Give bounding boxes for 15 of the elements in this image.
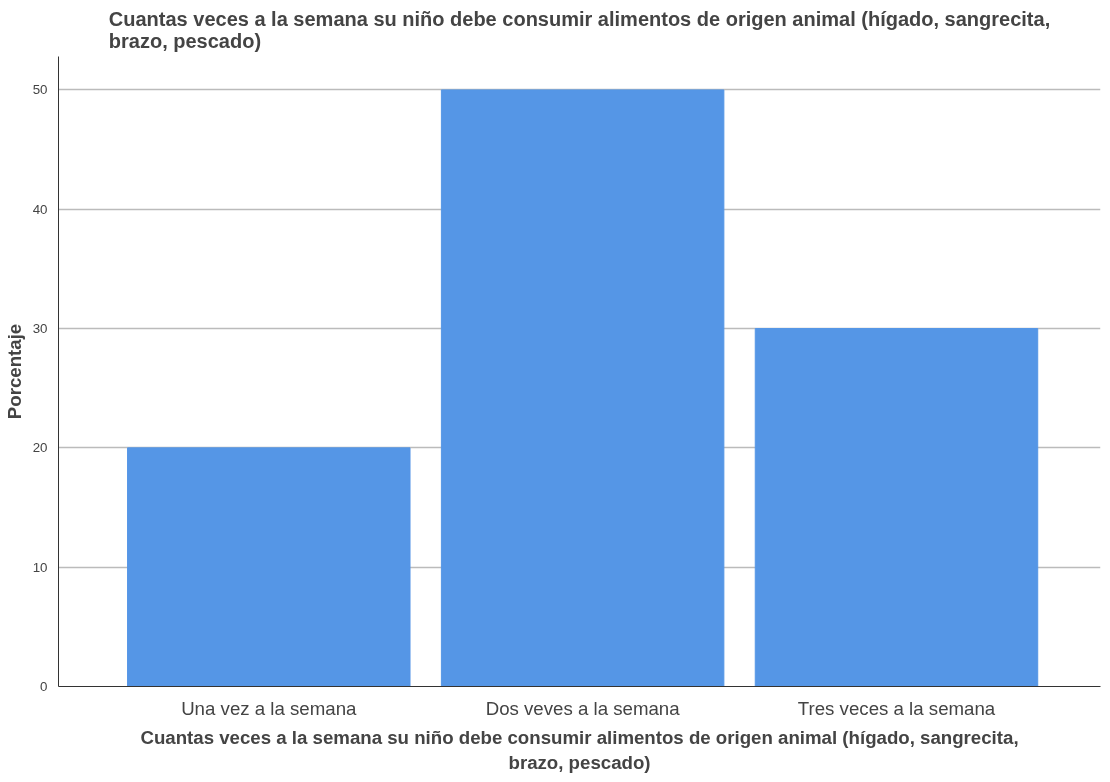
x-axis-title: Cuantas veces a la semana su niño debe consumir alimentos de origen animal (hígado, sangrecita, brazo, pescado) [140,726,1019,773]
y-tick-label: 30 [32,321,48,337]
y-tick-label: 40 [32,201,48,217]
bar [127,447,411,687]
y-tick-label: 0 [40,679,48,694]
x-tick-label: Una vez a la semana [181,697,358,719]
bar [754,328,1039,687]
y-axis-title: Porcentaje [3,323,25,420]
x-tick-label: Dos veves a la semana [485,697,681,719]
x-tick-label: Tres veces a la semana [797,697,996,719]
y-tick-label: 20 [32,440,48,456]
bar [440,89,725,687]
chart-title: Cuantas veces a la semana su niño debe consumir alimentos de origen animal (hígado, sangrecita, brazo, pescado) [108,7,1051,52]
y-tick-label: 10 [32,559,48,575]
y-tick-label: 50 [32,82,48,98]
